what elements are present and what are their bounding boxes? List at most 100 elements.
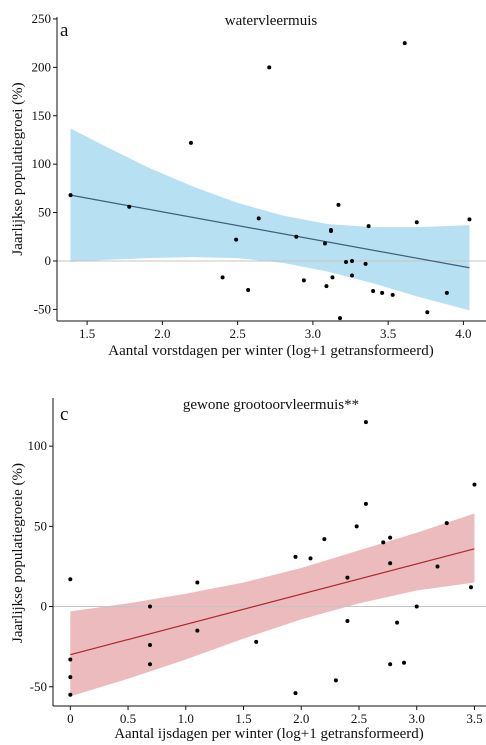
data-point bbox=[330, 275, 335, 280]
panel-c-x-title: Aantal ijsdagen per winter (log+1 getran… bbox=[114, 726, 424, 742]
data-point bbox=[468, 585, 473, 590]
y-tick-label: 0 bbox=[41, 599, 48, 614]
regression-line bbox=[70, 548, 475, 656]
data-point bbox=[68, 657, 73, 662]
data-point bbox=[322, 537, 327, 542]
data-point bbox=[333, 678, 338, 683]
x-tick-label: 0.5 bbox=[120, 711, 136, 726]
confidence-band bbox=[70, 513, 475, 697]
data-point bbox=[345, 618, 350, 623]
panel-c-plot bbox=[53, 420, 486, 697]
data-point bbox=[363, 420, 368, 425]
panel-a-x-title: Aantal vorstdagen per winter (log+1 getr… bbox=[108, 343, 433, 359]
x-tick-label: 3.0 bbox=[409, 711, 425, 726]
data-point bbox=[444, 521, 449, 526]
data-point bbox=[390, 292, 395, 297]
x-tick-label: 0 bbox=[67, 711, 74, 726]
x-tick-label: 2.5 bbox=[230, 326, 246, 341]
data-point bbox=[444, 290, 449, 295]
data-point bbox=[68, 193, 73, 198]
data-point bbox=[371, 288, 376, 293]
data-point bbox=[414, 220, 419, 225]
y-tick-label: 0 bbox=[45, 253, 52, 268]
y-tick-label: 200 bbox=[32, 59, 52, 74]
data-point bbox=[322, 241, 327, 246]
panel-a-y-title: Jaarlijkse populatiegroei (%) bbox=[10, 82, 26, 255]
data-point bbox=[127, 204, 132, 209]
data-point bbox=[388, 662, 393, 667]
panel-c-ticks: 0 0.5 1.0 1.5 2.0 2.5 3.0 3.5 -50 0 50 100 bbox=[28, 438, 483, 726]
data-point bbox=[402, 660, 407, 665]
data-point bbox=[68, 577, 73, 582]
y-tick-label: 50 bbox=[38, 205, 51, 220]
panel-gewone-grootoorvleermuis: c gewone grootoorvleermuis** 0 0.5 1.0 1.5 2… bbox=[10, 397, 486, 742]
data-point bbox=[68, 692, 73, 697]
data-point bbox=[381, 540, 386, 545]
data-point bbox=[147, 643, 152, 648]
panel-c-letter: c bbox=[60, 404, 68, 425]
data-point bbox=[293, 691, 298, 696]
data-point bbox=[234, 237, 239, 242]
y-tick-label: -50 bbox=[30, 679, 47, 694]
data-point bbox=[414, 604, 419, 609]
data-point bbox=[68, 675, 73, 680]
x-tick-label: 2.5 bbox=[351, 711, 367, 726]
data-point bbox=[147, 662, 152, 667]
data-point bbox=[363, 501, 368, 506]
data-point bbox=[388, 561, 393, 566]
data-point bbox=[472, 482, 477, 487]
data-point bbox=[354, 524, 359, 529]
y-tick-label: 100 bbox=[32, 156, 52, 171]
data-point bbox=[308, 556, 313, 561]
data-point bbox=[324, 284, 329, 289]
data-point bbox=[402, 41, 407, 46]
x-tick-label: 1.5 bbox=[79, 326, 95, 341]
data-point bbox=[363, 261, 368, 266]
data-point bbox=[328, 227, 333, 232]
data-point bbox=[293, 554, 298, 559]
data-point bbox=[388, 535, 393, 540]
data-point bbox=[344, 259, 349, 264]
y-tick-label: 100 bbox=[28, 438, 48, 453]
data-point bbox=[256, 216, 261, 221]
data-point bbox=[336, 202, 341, 207]
x-tick-label: 3.5 bbox=[380, 326, 396, 341]
panel-a-plot bbox=[57, 41, 486, 321]
data-point bbox=[425, 310, 430, 315]
data-point bbox=[195, 628, 200, 633]
data-point bbox=[380, 290, 385, 295]
y-tick-label: -50 bbox=[34, 301, 51, 316]
data-point bbox=[301, 278, 306, 283]
x-tick-label: 3.5 bbox=[466, 711, 482, 726]
data-point bbox=[220, 275, 225, 280]
y-tick-label: 250 bbox=[32, 11, 52, 26]
regression-line bbox=[70, 194, 470, 269]
data-point bbox=[350, 273, 355, 278]
panel-watervleermuis: a watervleermuis 1.5 2.0 2.5 3.0 3.5 4.0 -50 0 5… bbox=[10, 11, 486, 359]
panel-a-ticks: 1.5 2.0 2.5 3.0 3.5 4.0 -50 0 50 100 150 200 250 bbox=[32, 11, 472, 341]
panel-c-title: gewone grootoorvleermuis** bbox=[183, 397, 359, 413]
x-tick-label: 2.0 bbox=[293, 711, 309, 726]
data-point bbox=[350, 258, 355, 263]
y-tick-label: 50 bbox=[34, 518, 47, 533]
x-tick-label: 1.0 bbox=[178, 711, 194, 726]
data-point bbox=[467, 217, 472, 222]
x-tick-label: 1.5 bbox=[235, 711, 251, 726]
panel-a-letter: a bbox=[60, 20, 69, 41]
panel-a-title: watervleermuis bbox=[225, 13, 318, 29]
x-tick-label: 4.0 bbox=[455, 326, 471, 341]
data-point bbox=[147, 604, 152, 609]
data-point bbox=[366, 224, 371, 229]
confidence-band bbox=[70, 128, 470, 311]
data-point bbox=[337, 316, 342, 321]
data-point bbox=[195, 580, 200, 585]
data-point bbox=[435, 564, 440, 569]
data-point bbox=[267, 65, 272, 70]
data-point bbox=[345, 575, 350, 580]
x-tick-label: 3.0 bbox=[305, 326, 321, 341]
panel-c-y-title: Jaarlijkse populatiegroeie (%) bbox=[10, 463, 26, 643]
data-point bbox=[294, 234, 299, 239]
y-tick-label: 150 bbox=[32, 108, 52, 123]
data-point bbox=[188, 140, 193, 145]
